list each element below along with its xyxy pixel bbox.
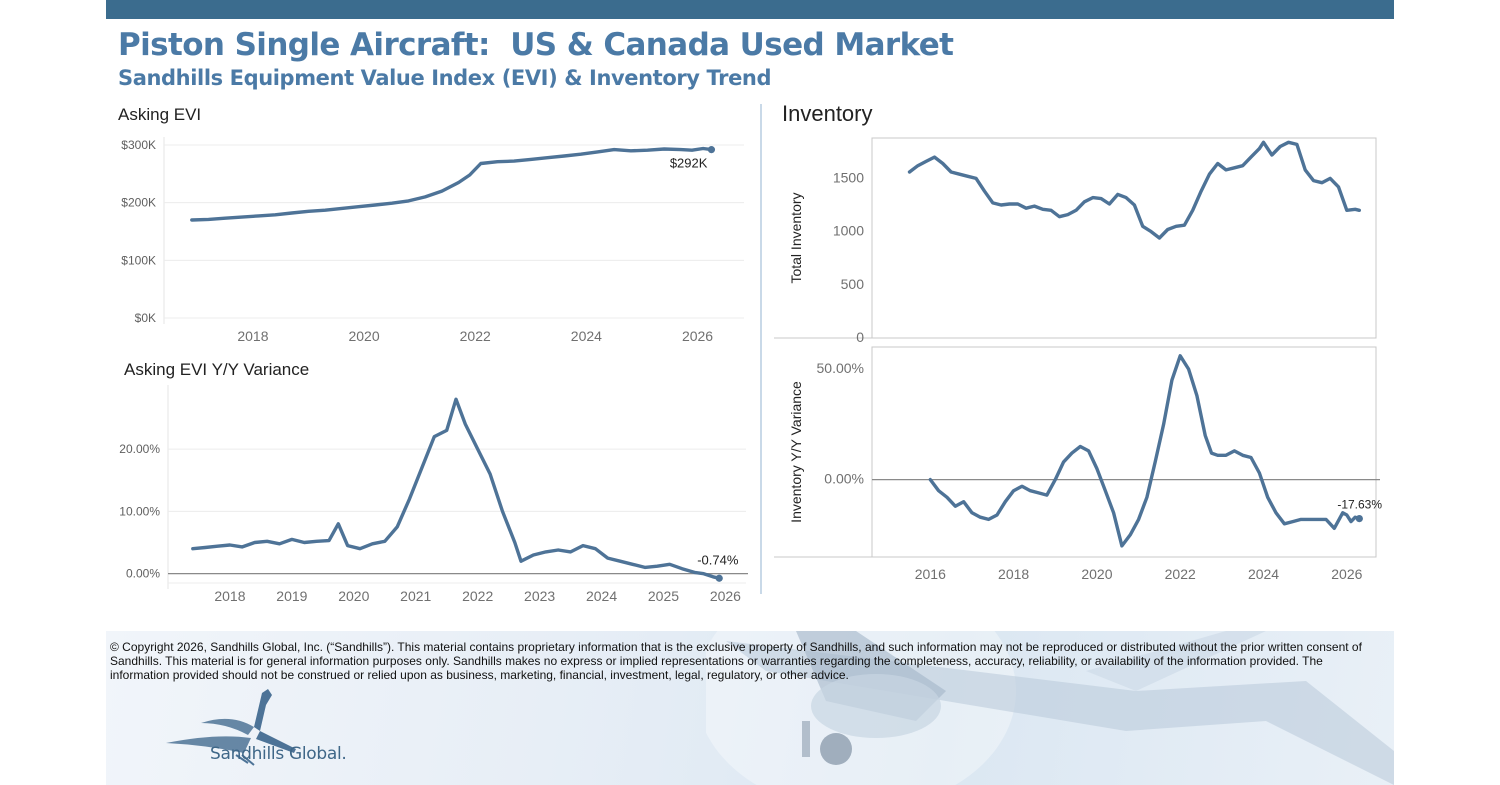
y-axis-label: Total Inventory bbox=[788, 192, 804, 283]
x-tick-label: 2020 bbox=[338, 588, 369, 604]
series-line bbox=[190, 146, 714, 222]
x-tick-label: 2020 bbox=[1081, 566, 1112, 582]
x-tick-label: 2023 bbox=[524, 588, 555, 604]
y-tick-label: 0.00% bbox=[824, 471, 864, 487]
x-tick-label: 2022 bbox=[462, 588, 493, 604]
asking-evi-yy-chart: Asking EVI Y/Y Variance 0.00% 10.00% 20.00%… bbox=[119, 360, 748, 604]
slide: Piston Single Aircraft: US & Canada Used… bbox=[106, 0, 1394, 785]
x-tick-label: 2018 bbox=[998, 566, 1029, 582]
y-axis-label: Inventory Y/Y Variance bbox=[788, 381, 804, 523]
y-tick-label: 20.00% bbox=[119, 442, 160, 456]
asking-evi-chart: Asking EVI $0K $100K $200K $300K 2018 2020 2022… bbox=[118, 105, 744, 344]
page-subtitle: Sandhills Equipment Value Index (EVI) & … bbox=[118, 66, 772, 90]
x-tick-label: 2025 bbox=[648, 588, 679, 604]
inventory-chart: Inventory Total Inventory 0 500 1000 1500 bbox=[774, 101, 1377, 345]
page-title: Piston Single Aircraft: US & Canada Used… bbox=[118, 27, 954, 63]
x-tick-label: 2022 bbox=[460, 328, 491, 344]
y-tick-label: $100K bbox=[121, 253, 156, 267]
y-tick-label: 1000 bbox=[833, 223, 864, 239]
x-tick-label: 2022 bbox=[1165, 566, 1196, 582]
header-bar bbox=[106, 0, 1394, 19]
y-tick-label: 0 bbox=[856, 329, 864, 345]
chart-title: Asking EVI bbox=[118, 105, 201, 124]
sandhills-logo-icon bbox=[166, 689, 296, 766]
x-tick-label: 2020 bbox=[348, 328, 379, 344]
series-line bbox=[191, 397, 721, 580]
airplane-image bbox=[706, 631, 1394, 785]
x-tick-label: 2021 bbox=[400, 588, 431, 604]
x-tick-label: 2026 bbox=[682, 328, 713, 344]
inventory-yy-chart: Inventory Y/Y Variance 0.00% 50.00% 2016 201… bbox=[774, 346, 1382, 582]
end-point-marker bbox=[715, 574, 723, 582]
y-tick-label: 50.00% bbox=[817, 360, 864, 376]
copyright-notice: © Copyright 2026, Sandhills Global, Inc.… bbox=[110, 640, 1362, 682]
panel-divider bbox=[760, 104, 762, 594]
end-point-marker bbox=[1355, 515, 1363, 523]
x-tick-label: 2026 bbox=[1331, 566, 1362, 582]
x-tick-label: 2024 bbox=[571, 328, 602, 344]
end-value-label: -0.74% bbox=[697, 552, 739, 567]
x-tick-label: 2016 bbox=[915, 566, 946, 582]
x-tick-label: 2024 bbox=[1248, 566, 1279, 582]
logo-text: Sandhills Global. bbox=[210, 744, 347, 764]
footer: © Copyright 2026, Sandhills Global, Inc.… bbox=[106, 631, 1394, 785]
y-tick-label: 10.00% bbox=[119, 504, 160, 518]
x-tick-label: 2026 bbox=[710, 588, 741, 604]
end-value-label: $292K bbox=[670, 156, 708, 171]
series-line bbox=[907, 140, 1361, 240]
x-tick-label: 2018 bbox=[214, 588, 245, 604]
series-line bbox=[928, 354, 1361, 548]
end-value-label: -17.63% bbox=[1337, 498, 1382, 512]
x-tick-label: 2024 bbox=[586, 588, 617, 604]
end-point-marker bbox=[707, 146, 716, 154]
x-tick-label: 2018 bbox=[237, 328, 268, 344]
y-tick-label: $200K bbox=[121, 196, 156, 210]
y-tick-label: $300K bbox=[121, 138, 156, 152]
y-tick-label: 1500 bbox=[833, 169, 864, 185]
y-tick-label: $0K bbox=[135, 311, 156, 325]
plot-frame bbox=[871, 346, 1377, 558]
x-tick-label: 2019 bbox=[276, 588, 307, 604]
chart-title: Asking EVI Y/Y Variance bbox=[124, 360, 309, 379]
y-tick-label: 500 bbox=[841, 276, 865, 292]
chart-title: Inventory bbox=[782, 101, 873, 126]
y-tick-label: 0.00% bbox=[126, 567, 160, 581]
